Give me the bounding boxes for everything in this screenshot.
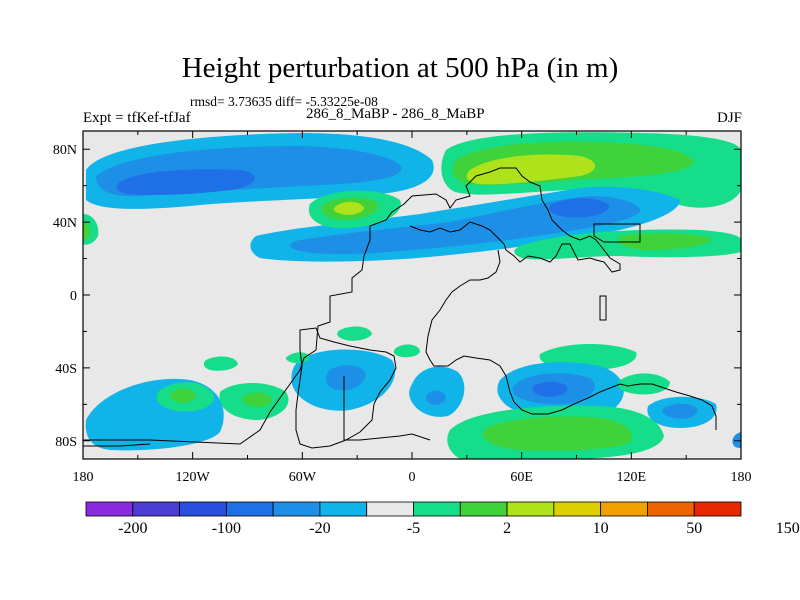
x-tick-label: 0: [409, 470, 416, 485]
colorbar-box: [366, 501, 414, 517]
colorbar-box: [600, 501, 648, 517]
contour-s-pacific-green-2: [242, 392, 272, 407]
colorbar-label: 10: [593, 520, 609, 537]
colorbar-box: [693, 501, 742, 517]
colorbar-box: [132, 501, 180, 517]
stats-label: rmsd= 3.73635 diff= -5.33225e-08: [190, 94, 378, 109]
contour-s-sam-blue: [325, 365, 366, 391]
y-tick-label: 40S: [55, 362, 77, 377]
contour-field: [83, 131, 741, 459]
colorbar: -200 -100 -20 -5 2 10 50 150: [85, 501, 800, 537]
x-tick-label: 60W: [289, 470, 317, 485]
experiment-label: Expt = tfKef-tfJaf: [83, 110, 191, 126]
colorbar-box: [85, 501, 134, 517]
colorbar-label: 50: [686, 520, 702, 537]
x-tick-label: 120W: [176, 470, 211, 485]
colorbar-label: 150: [776, 520, 800, 537]
contour-s-pac-e-blue: [662, 403, 698, 419]
contour-band-nw-deep: [116, 169, 255, 195]
contour-s-sam-light: [203, 356, 238, 371]
contour-s-ind-deep: [532, 381, 568, 397]
y-tick-label: 80S: [55, 435, 77, 450]
colorbar-label: 2: [503, 520, 511, 537]
case-label: 286_8_MaBP - 286_8_MaBP: [306, 106, 485, 122]
contour-west-edge-inner: [83, 222, 91, 240]
y-tick-label: 0: [70, 289, 77, 304]
colorbar-label: -20: [309, 520, 330, 537]
x-tick-label: 180: [731, 470, 752, 485]
colorbar-box: [459, 501, 508, 517]
y-tick-label: 40N: [53, 216, 77, 231]
contour-jet-deep: [548, 198, 610, 218]
contour-s-east-edge: [732, 432, 741, 448]
axes: 180 120W 60W 0 60E 120E 180 80N 40N 0 40S 80S: [53, 131, 752, 485]
colorbar-box: [647, 501, 695, 517]
season-label: DJF: [716, 110, 742, 126]
contour-band-asia-green: [618, 233, 712, 250]
colorbar-box: [506, 501, 555, 517]
chart-title: Height perturbation at 500 hPa (in m): [181, 52, 619, 84]
contour-band-ne-yellow: [466, 154, 595, 185]
contour-s-ocean-green: [482, 416, 632, 451]
colorbar-box: [179, 501, 227, 517]
colorbar-box: [413, 501, 461, 517]
colorbar-label: -200: [118, 520, 147, 537]
contour-cell-n-yellow: [334, 201, 364, 215]
contour-s-atl-light: [393, 344, 420, 358]
contour-s-sam-light-3: [285, 352, 310, 364]
contour-s-pacific-green: [170, 388, 196, 403]
colorbar-box: [553, 501, 602, 517]
coastline-outline: [83, 167, 717, 449]
y-tick-label: 80N: [53, 143, 77, 158]
colorbar-box: [319, 501, 368, 517]
x-tick-label: 120E: [617, 470, 647, 485]
colorbar-box: [225, 501, 274, 517]
colorbar-label: -5: [407, 520, 420, 537]
x-tick-label: 60E: [510, 470, 533, 485]
colorbar-label: -100: [212, 520, 241, 537]
contour-s-atl-blue: [425, 390, 446, 405]
x-tick-label: 180: [73, 470, 94, 485]
contour-s-sam-light-2: [337, 326, 372, 341]
colorbar-box: [272, 501, 321, 517]
